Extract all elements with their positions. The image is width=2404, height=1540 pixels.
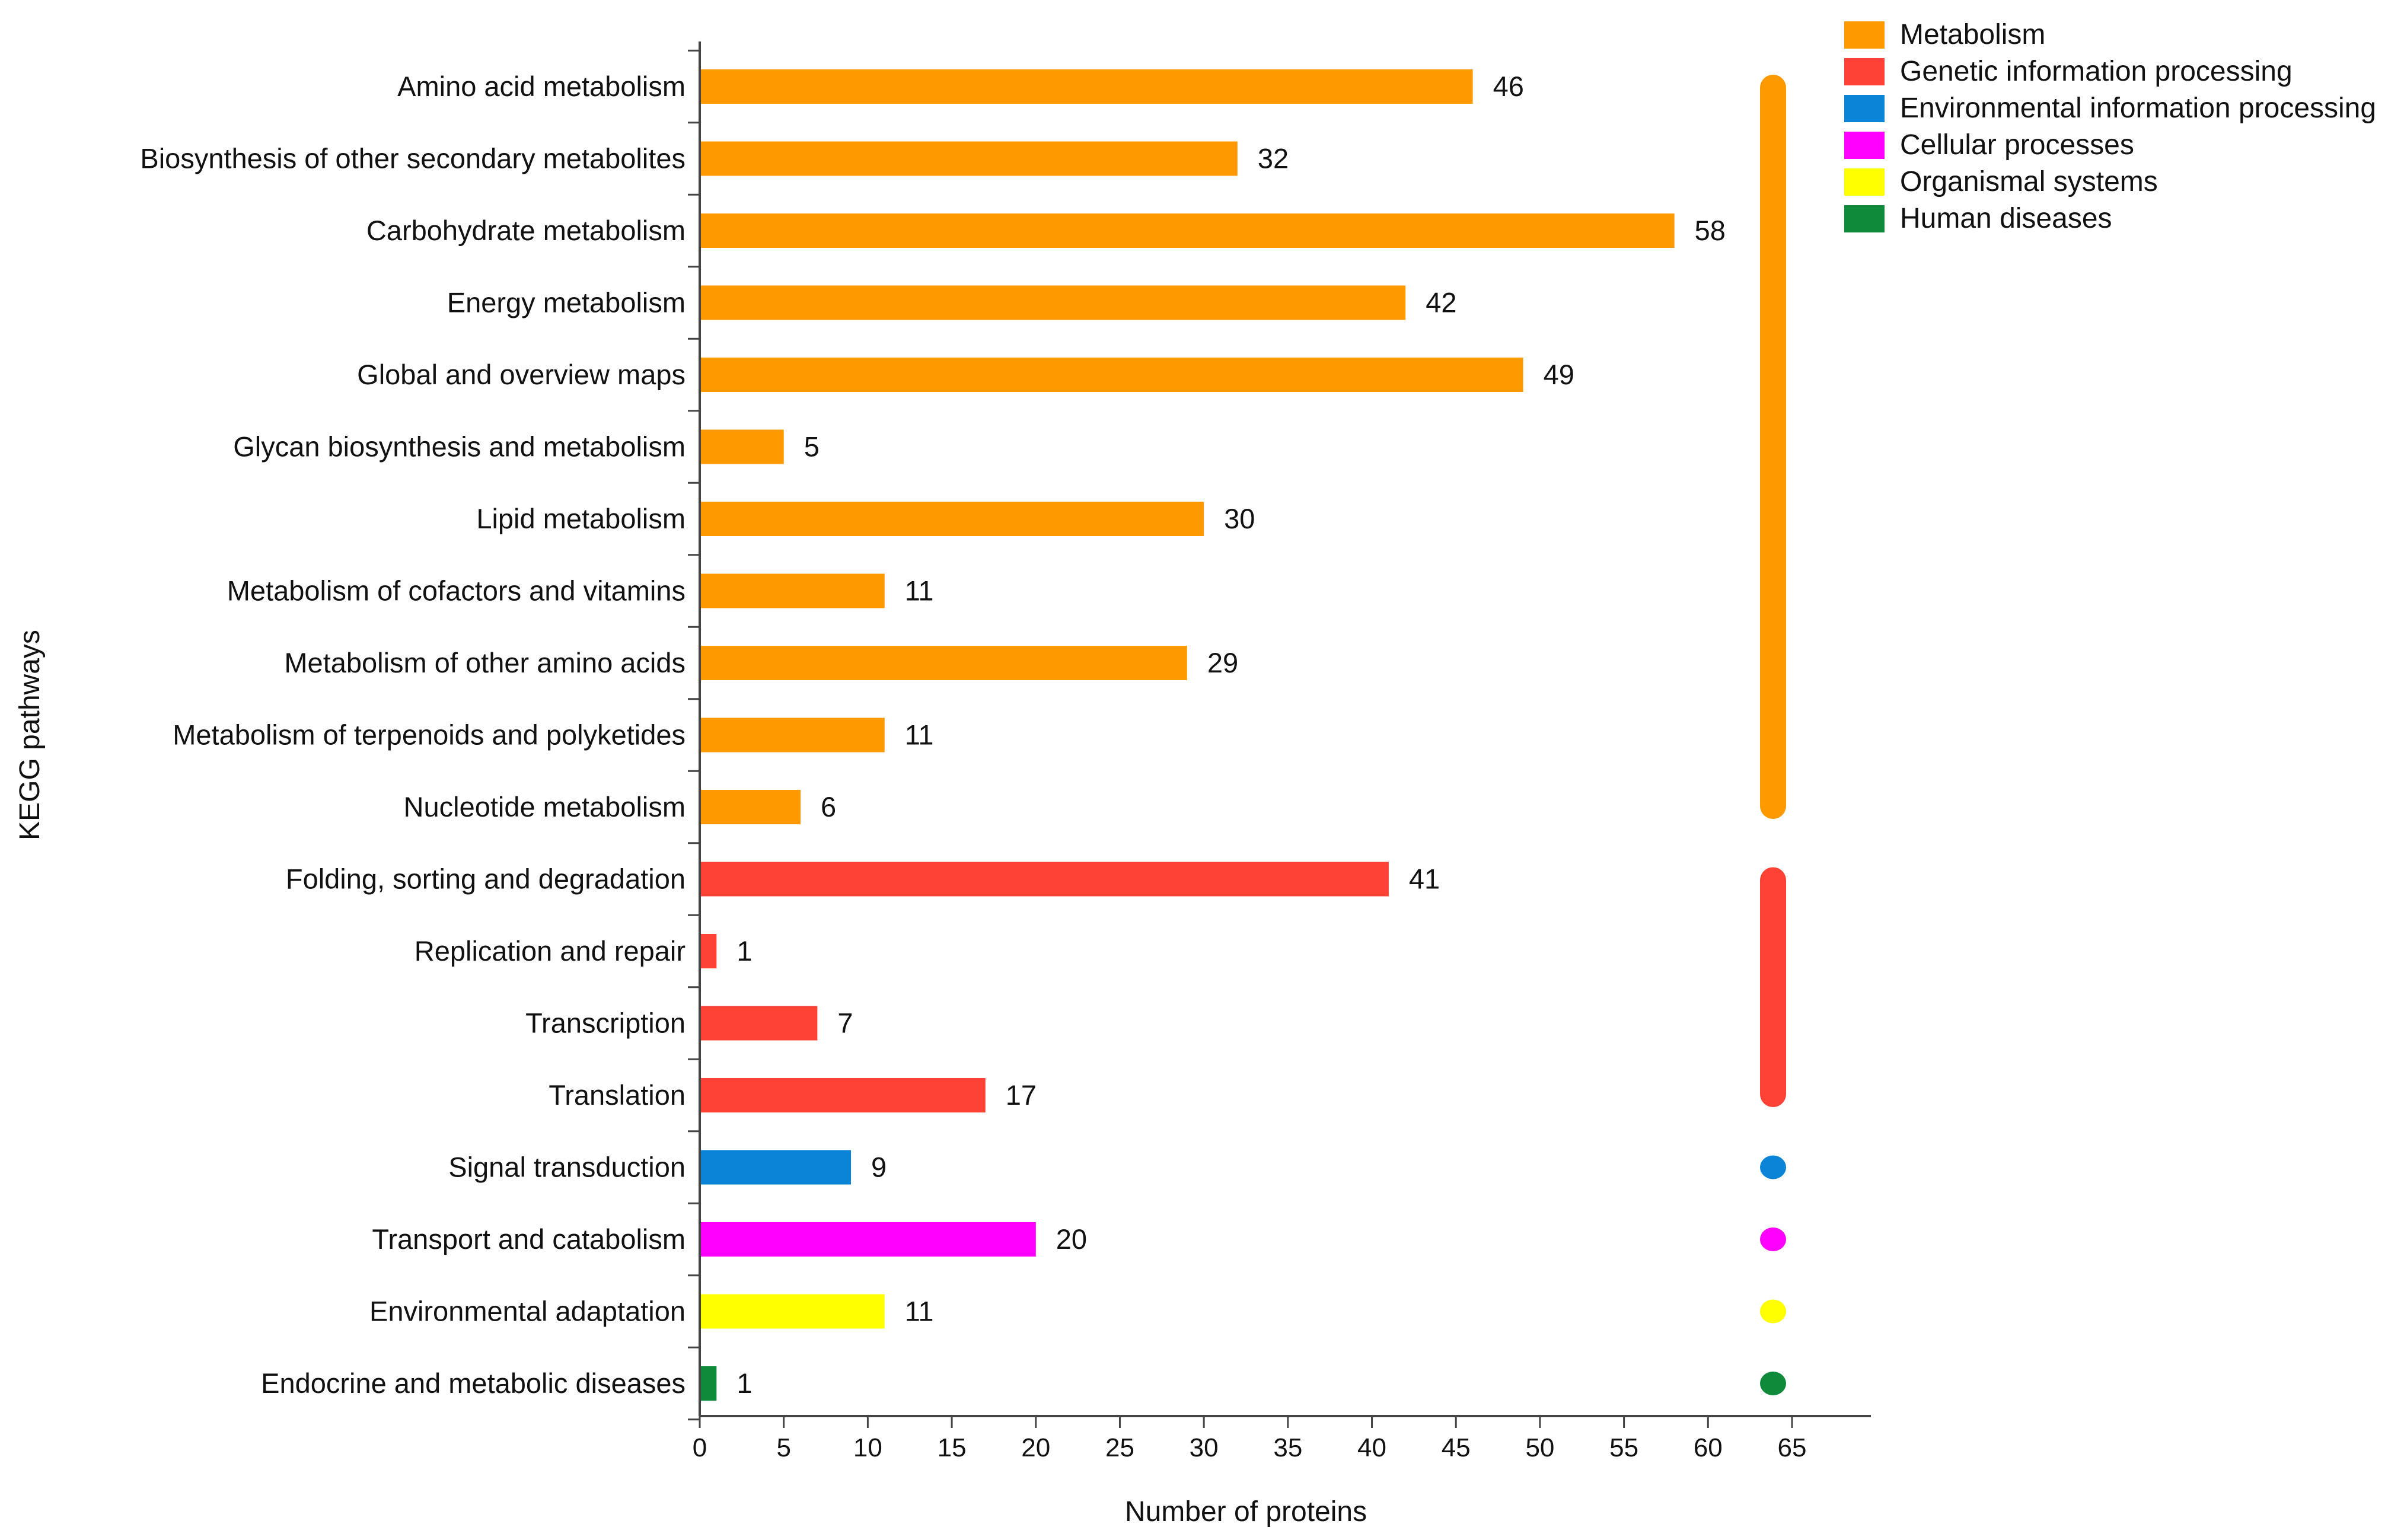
legend: Metabolism Genetic information processing… (1844, 19, 2376, 234)
legend-label: Genetic information processing (1900, 56, 2293, 87)
bar-value-label: 30 (1224, 503, 1255, 534)
legend-swatch (1844, 168, 1885, 196)
bar (700, 213, 1675, 248)
category-label: Endocrine and metabolic diseases (261, 1367, 686, 1399)
legend-label: Environmental information processing (1900, 93, 2376, 124)
group-brackets (1760, 75, 1786, 1395)
category-label: Biosynthesis of other secondary metaboli… (140, 143, 686, 174)
category-label: Amino acid metabolism (397, 71, 686, 102)
group-bracket (1760, 75, 1786, 819)
category-label: Global and overview maps (357, 359, 686, 390)
bar (700, 429, 784, 464)
x-tick-label: 30 (1190, 1433, 1219, 1462)
bar-value-label: 11 (905, 719, 934, 751)
x-tick-label: 40 (1357, 1433, 1386, 1462)
x-tick-label: 10 (853, 1433, 882, 1462)
x-tick-label: 0 (693, 1433, 707, 1462)
bar-value-label: 11 (905, 1296, 934, 1327)
legend-label: Cellular processes (1900, 129, 2134, 161)
bar (700, 69, 1473, 104)
legend-swatch (1844, 95, 1885, 122)
category-label: Replication and repair (415, 935, 686, 967)
bar-value-label: 42 (1426, 287, 1456, 318)
bar (700, 1006, 818, 1041)
group-bracket (1760, 1227, 1786, 1251)
bar (700, 1150, 852, 1185)
x-tick-label: 35 (1273, 1433, 1302, 1462)
x-tick-label: 5 (776, 1433, 790, 1462)
bar (700, 934, 717, 968)
bar (700, 790, 801, 824)
legend-swatch (1844, 21, 1885, 49)
x-tick-label: 50 (1525, 1433, 1554, 1462)
bar-value-label: 9 (871, 1152, 887, 1183)
legend-swatch (1844, 205, 1885, 232)
x-tick-label: 65 (1778, 1433, 1807, 1462)
bar (700, 862, 1389, 897)
bar (700, 141, 1238, 176)
category-label: Folding, sorting and degradation (286, 863, 686, 895)
bar (700, 502, 1204, 536)
category-label: Translation (549, 1079, 686, 1111)
category-label: Metabolism of terpenoids and polyketides (173, 719, 686, 751)
category-label: Glycan biosynthesis and metabolism (233, 431, 686, 463)
legend-label: Organismal systems (1900, 166, 2158, 197)
y-axis-title: KEGG pathways (14, 630, 46, 840)
category-label: Metabolism of cofactors and vitamins (227, 575, 686, 607)
category-label: Metabolism of other amino acids (284, 647, 686, 678)
legend-label: Metabolism (1900, 19, 2045, 50)
bar (700, 573, 885, 608)
category-label: Lipid metabolism (476, 503, 686, 534)
bar-value-label: 17 (1006, 1079, 1037, 1111)
category-labels-group: Amino acid metabolism Biosynthesis of oth… (140, 71, 686, 1399)
group-bracket (1760, 1155, 1786, 1179)
category-label: Carbohydrate metabolism (366, 215, 686, 246)
bar-value-label: 5 (804, 431, 820, 463)
bar-value-label: 20 (1056, 1223, 1087, 1255)
bar (700, 1078, 986, 1112)
x-tick-label: 45 (1442, 1433, 1471, 1462)
x-tick-label: 15 (938, 1433, 967, 1462)
bar-value-label: 11 (905, 575, 934, 607)
x-axis-title: Number of proteins (1125, 1496, 1367, 1528)
bar-value-label: 58 (1695, 215, 1726, 246)
legend-swatch (1844, 132, 1885, 159)
group-bracket (1760, 1299, 1786, 1324)
bar-value-label: 7 (837, 1007, 853, 1039)
category-label: Signal transduction (448, 1152, 686, 1183)
x-tick-label: 55 (1609, 1433, 1638, 1462)
bar-value-label: 29 (1207, 647, 1238, 678)
bar (700, 358, 1523, 392)
category-label: Transport and catabolism (372, 1223, 686, 1255)
bar (700, 1366, 717, 1401)
bar-value-label: 49 (1544, 359, 1574, 390)
category-label: Nucleotide metabolism (404, 791, 686, 822)
bar (700, 718, 885, 753)
bar-value-label: 6 (821, 791, 836, 822)
bar-value-label: 46 (1493, 71, 1524, 102)
legend-label: Human diseases (1900, 203, 2112, 234)
group-bracket (1760, 867, 1786, 1107)
group-bracket (1760, 1372, 1786, 1395)
category-label: Transcription (525, 1007, 686, 1039)
axes-group: 0 5 10 15 20 25 30 35 40 45 50 55 60 65 (688, 42, 1871, 1462)
category-label: Environmental adaptation (369, 1296, 686, 1327)
bar (700, 1222, 1036, 1257)
x-tick-label: 20 (1021, 1433, 1050, 1462)
bar (700, 1294, 885, 1329)
x-tick-label: 60 (1694, 1433, 1723, 1462)
bar-value-label: 1 (736, 935, 752, 967)
bar (700, 285, 1406, 320)
bar-value-label: 1 (736, 1367, 752, 1399)
x-tick-label: 25 (1105, 1433, 1134, 1462)
bars-group (700, 69, 1675, 1401)
bar-value-label: 32 (1258, 143, 1289, 174)
category-label: Energy metabolism (447, 287, 686, 318)
bar-value-label: 41 (1409, 863, 1440, 895)
bar (700, 646, 1187, 680)
legend-swatch (1844, 58, 1885, 85)
